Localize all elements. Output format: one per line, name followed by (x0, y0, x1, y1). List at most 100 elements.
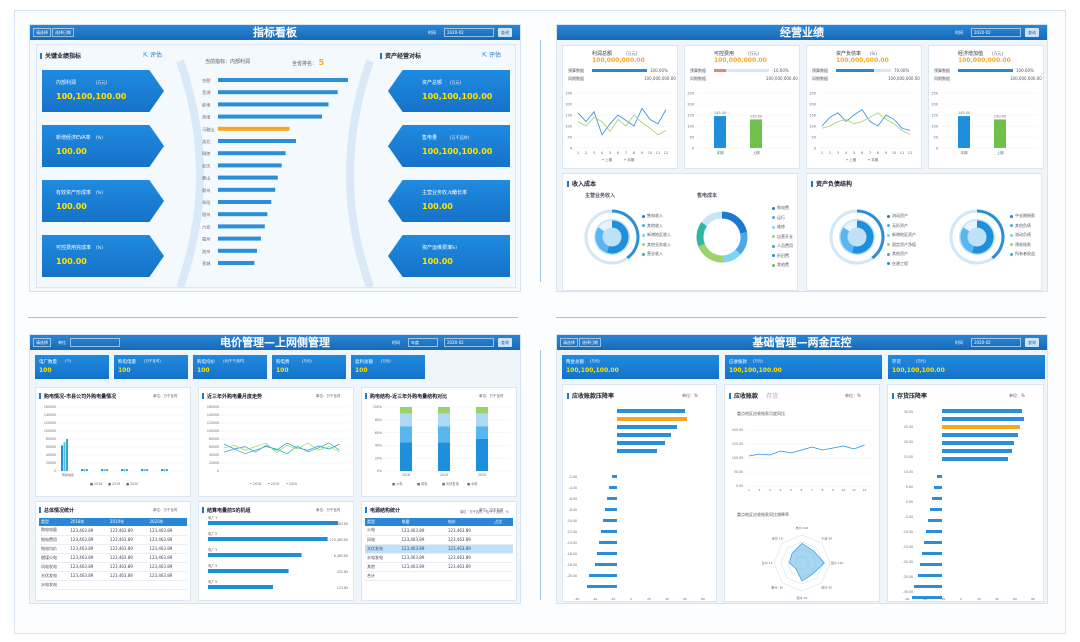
kpi-tile-right[interactable] (388, 235, 510, 277)
time-select[interactable]: 2020-02 (971, 28, 1021, 37)
kpi-tile[interactable] (272, 355, 346, 379)
city-bar (218, 212, 268, 217)
kpi-tile[interactable] (562, 355, 719, 379)
bar (994, 119, 1006, 148)
donut-charts (584, 209, 1005, 265)
x-tick: 10 (892, 151, 896, 155)
table-row[interactable]: 购电费用 123,463.89 123,463.89 123,463.89 (39, 535, 187, 545)
query-button[interactable]: 查询 (1025, 338, 1039, 347)
y-tick: 0 (54, 469, 56, 473)
kpi-tile-right[interactable] (388, 180, 510, 222)
column-header: 电量 (399, 518, 446, 526)
city-label: 滁州 (202, 187, 210, 194)
kpi-tile-right[interactable] (388, 125, 510, 167)
filter-select[interactable]: 请选择 (560, 338, 578, 347)
table-row[interactable]: 风电发电 123,463.89 123,463.89 123,463.89 (39, 562, 187, 572)
bar (61, 445, 63, 471)
panel-two-funds: 请选择 选择日期 基础管理—两金压控 时间 2020-02 查询 两金总额 (万元… (556, 334, 1048, 604)
date-select[interactable]: 选择日期 (52, 28, 74, 37)
kpi-tile[interactable] (114, 355, 188, 379)
legend-dot (887, 252, 890, 256)
unit-label: 单位：% (1009, 393, 1025, 398)
period-select[interactable]: 年度 (408, 338, 438, 347)
query-button[interactable]: 查询 (498, 338, 512, 347)
y-tick: 200 (809, 103, 816, 107)
eval-link[interactable]: ⇱ 评估 (143, 50, 162, 59)
kpi-tile-left[interactable] (42, 235, 164, 277)
kpi-tile[interactable] (725, 355, 882, 379)
kpi-tile-right[interactable] (388, 70, 510, 112)
y-tick: 20000 (46, 461, 56, 465)
radar-grid (780, 541, 824, 585)
table-cell: 火电 (365, 526, 400, 536)
y-tick: -5.00 (905, 515, 913, 519)
x-tick: 80 (1031, 597, 1035, 601)
unit-select[interactable] (70, 338, 120, 347)
bar (912, 596, 942, 599)
time-select[interactable]: 2020-02 (444, 28, 494, 37)
bar (612, 475, 617, 478)
query-button[interactable]: 查询 (1025, 28, 1039, 37)
legend-dot (1010, 233, 1013, 237)
x-tick: 40 (995, 597, 999, 601)
table-cell: 燃煤火电 (39, 553, 69, 563)
table-cell: 123,463.89 (107, 562, 148, 572)
eval-link[interactable]: ⇱ 评估 (482, 50, 501, 59)
city-bar (218, 248, 257, 253)
chart-card (198, 387, 354, 497)
table-row[interactable]: 风电 123,463.89 123,463.89 (365, 535, 513, 545)
kpi-tile[interactable] (351, 355, 425, 379)
table-cell: 风电发电 (39, 562, 69, 572)
kpi-unit: (%) (96, 190, 103, 195)
legend-item: 折旧费 (777, 252, 789, 258)
filter-select[interactable]: 请选择 (33, 28, 51, 37)
x-tick: 20 (977, 597, 981, 601)
kpi-name: 主营业务收入增长率 (422, 190, 468, 196)
bar (942, 441, 1014, 445)
kpi-ratio: 70.00% (894, 68, 910, 73)
kpi-tile-left[interactable] (42, 180, 164, 222)
legend-item: ━ 2018 (249, 482, 261, 486)
city-label: 宿州 (202, 211, 210, 218)
table-row[interactable]: 购电电量 123,463.89 123,463.89 123,463.89 (39, 526, 187, 536)
table-row[interactable]: 水电发电 123,463.89 123,463.89 (365, 553, 513, 563)
eval-label: 评估 (149, 52, 162, 59)
kpi-tile-left[interactable] (42, 70, 164, 112)
table-row[interactable]: 合计 (365, 571, 513, 581)
filter-select[interactable]: 请选择 (33, 338, 51, 347)
radar-area (789, 543, 825, 582)
table-row[interactable]: 购电均价 123,463.89 123,463.89 123,463.89 (39, 544, 187, 554)
query-button[interactable]: 查询 (498, 28, 512, 37)
y-tick: 140000 (207, 413, 219, 417)
table-row[interactable]: 火电 123,463.89 123,463.89 (365, 526, 513, 536)
x-tick: 80 (701, 597, 705, 601)
kpi-tile[interactable] (35, 355, 109, 379)
table-row[interactable]: 其他 123,463.89 123,463.89 (365, 562, 513, 572)
x-tick: 12 (863, 488, 867, 492)
table-row[interactable]: 光伏发电 123,463.89 123,463.89 (365, 544, 513, 554)
export-icon: ⇱ (143, 52, 149, 59)
kpi-prior-value: 100,000,000.00 (644, 76, 676, 81)
legend-dot (642, 252, 645, 256)
table-row[interactable]: 燃煤火电 123,463.89 123,463.89 123,463.89 (39, 553, 187, 563)
date-select[interactable]: 选择日期 (579, 338, 601, 347)
kpi-tile[interactable] (888, 355, 1045, 379)
tab-inventory[interactable]: 存货 (766, 393, 779, 400)
time-select[interactable]: 2020-02 (971, 338, 1021, 347)
panel-indicator-board: 请选择 选择日期 指标看板 时间 2020-02 查询 关键业绩指标 ⇱ 评估 … (29, 24, 521, 292)
time-select[interactable]: 2020-02 (444, 338, 494, 347)
table-cell: 123,463.89 (147, 535, 187, 545)
y-tick: 0 (692, 147, 694, 151)
kpi-name: 资产负债率 (836, 51, 862, 57)
kpi-tile-left[interactable] (42, 125, 164, 167)
budget-label: 预算数据 (690, 68, 706, 73)
table-cell (399, 571, 446, 581)
table-row[interactable]: 水电发电 (39, 580, 187, 590)
table-cell: 123,463.89 (445, 535, 493, 545)
kpi-unit: (万元) (96, 80, 108, 85)
table-row[interactable]: 光伏发电 123,463.89 123,463.89 123,463.89 (39, 571, 187, 581)
chart-title: 主营业务收入 (585, 193, 616, 199)
tab-receivable[interactable]: 应收账款 存货 (729, 391, 778, 400)
kpi-tile[interactable] (193, 355, 267, 379)
budget-label: 预算数据 (934, 68, 950, 73)
